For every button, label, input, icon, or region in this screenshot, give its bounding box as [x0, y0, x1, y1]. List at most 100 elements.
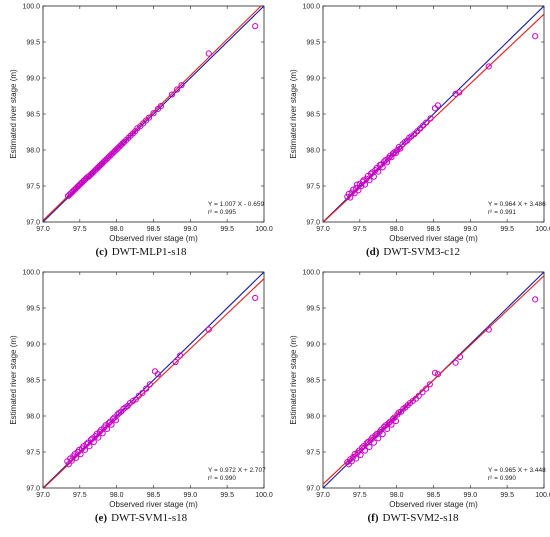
- panel-caption: (d) DWT-SVM3-c12: [366, 246, 460, 258]
- data-point: [154, 371, 162, 378]
- regression-equation: Y = 0.964 X + 3.486: [488, 201, 546, 208]
- panel-name: DWT-SVM3-c12: [383, 246, 460, 258]
- y-tick-label: 97.5: [306, 450, 320, 457]
- x-axis-title: Observed river stage (m): [109, 234, 198, 243]
- data-point: [375, 435, 382, 442]
- y-tick-label: 98.0: [26, 148, 40, 155]
- data-point: [178, 82, 185, 89]
- data-point: [383, 425, 391, 433]
- x-tick-label: 98.5: [147, 492, 161, 499]
- data-point: [112, 417, 120, 424]
- data-point: [381, 158, 388, 165]
- data-point: [252, 23, 259, 30]
- data-point: [485, 326, 492, 333]
- data-point: [485, 63, 492, 70]
- y-axis-title: Estimated river stage (m): [289, 335, 298, 425]
- data-point: [532, 296, 539, 303]
- data-point: [434, 102, 442, 109]
- x-tick-label: 98.5: [147, 226, 161, 233]
- data-point: [150, 110, 157, 117]
- x-axis-title: Observed river stage (m): [109, 500, 198, 509]
- data-point: [73, 454, 80, 461]
- x-tick-label: 98.0: [390, 492, 404, 499]
- panel-name: DWT-MLP1-s18: [112, 246, 187, 258]
- y-tick-label: 99.0: [26, 76, 40, 83]
- x-tick-label: 98.0: [110, 226, 124, 233]
- x-tick-label: 97.0: [316, 226, 330, 233]
- x-tick-label: 97.0: [316, 492, 330, 499]
- panel-d: 97.0 97.5 98.0 98.5 99.0 99.5 100.0 97.0 97.5 98.…: [289, 4, 550, 259]
- data-point: [452, 359, 459, 366]
- x-tick-label: 97.0: [36, 492, 50, 499]
- data-point: [81, 446, 89, 453]
- y-tick-label: 99.5: [26, 40, 40, 47]
- y-tick-label: 99.5: [306, 40, 320, 47]
- y-tick-label: 99.0: [306, 76, 320, 83]
- regression-equation: Y = 0.965 X + 3.448: [488, 467, 546, 474]
- data-point: [388, 154, 395, 161]
- data-point: [105, 420, 112, 427]
- data-point: [139, 389, 146, 397]
- data-point: [90, 438, 97, 446]
- data-point: [357, 451, 364, 458]
- data-point: [363, 440, 370, 447]
- data-point: [389, 150, 397, 157]
- data-point: [361, 447, 369, 454]
- panel-letter: (f): [368, 512, 379, 524]
- x-tick-label: 99.5: [220, 226, 234, 233]
- data-point: [353, 455, 360, 462]
- data-point: [95, 434, 102, 441]
- data-point: [452, 90, 459, 97]
- data-point: [426, 381, 433, 388]
- x-tick-label: 97.5: [73, 226, 87, 233]
- x-tick-label: 99.5: [500, 492, 514, 499]
- panel-e: 97.0 97.5 98.0 98.5 99.0 99.5 100.0 97.0 97.5 98.…: [9, 270, 273, 525]
- y-tick-label: 98.5: [306, 112, 320, 119]
- panel-caption: (e) DWT-SVM1-s18: [95, 512, 188, 524]
- data-point: [77, 451, 84, 458]
- data-point: [129, 397, 136, 404]
- data-point: [361, 181, 369, 188]
- y-tick-label: 97.5: [306, 184, 320, 191]
- data-point: [379, 164, 386, 171]
- y-tick-label: 98.0: [306, 148, 320, 155]
- x-tick-label: 99.0: [184, 226, 198, 233]
- data-point: [205, 326, 212, 333]
- r-squared-label: r² = 0.991: [488, 209, 516, 216]
- y-tick-label: 99.0: [306, 342, 320, 349]
- data-point: [103, 425, 111, 433]
- data-point: [434, 371, 442, 378]
- data-point: [456, 89, 463, 96]
- data-point: [145, 114, 153, 121]
- data-point: [366, 177, 373, 184]
- x-tick-label: 99.0: [464, 492, 478, 499]
- data-point: [423, 119, 430, 126]
- data-point: [388, 421, 395, 428]
- x-tick-label: 97.5: [353, 226, 367, 233]
- y-tick-label: 98.5: [26, 112, 40, 119]
- y-axis-title: Estimated river stage (m): [289, 69, 298, 159]
- data-point: [157, 102, 164, 110]
- x-tick-label: 99.5: [220, 492, 234, 499]
- y-tick-label: 98.0: [26, 414, 40, 421]
- y-tick-label: 98.5: [26, 378, 40, 385]
- data-point: [379, 430, 386, 438]
- x-tick-label: 97.5: [353, 492, 367, 499]
- panel-c: 97.0 97.5 98.0 98.5 99.0 99.5 100.0 97.0 97.5 98.…: [9, 4, 273, 259]
- data-point: [370, 439, 377, 446]
- data-point: [119, 140, 126, 147]
- r-squared-label: r² = 0.990: [208, 475, 236, 482]
- data-point: [108, 421, 115, 428]
- panel-letter: (e): [95, 512, 108, 524]
- panel-name: DWT-SVM2-s18: [383, 512, 459, 524]
- data-point: [456, 353, 464, 361]
- x-tick-label: 99.0: [184, 492, 198, 499]
- panel-letter: (d): [366, 246, 380, 258]
- x-tick-label: 98.0: [390, 226, 404, 233]
- data-point: [366, 443, 373, 451]
- y-tick-label: 100.0: [302, 270, 320, 277]
- y-tick-label: 98.0: [306, 414, 320, 421]
- x-tick-label: 97.0: [36, 226, 50, 233]
- panel-caption: (c) DWT-MLP1-s18: [96, 246, 187, 258]
